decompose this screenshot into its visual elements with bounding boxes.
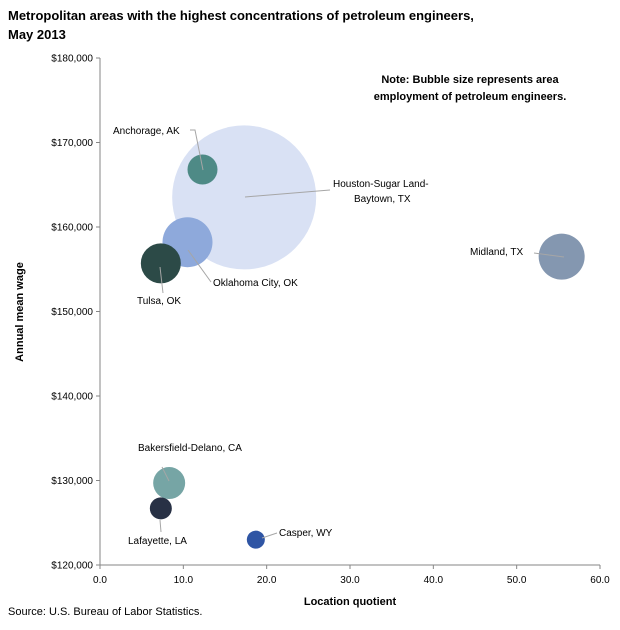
leader-line: [187, 249, 212, 283]
y-tick-label: $140,000: [51, 392, 93, 403]
leader-line: [190, 129, 204, 171]
chart-title-line1: Metropolitan areas with the highest conc…: [8, 8, 474, 23]
x-axis-title: Location quotient: [304, 596, 397, 608]
bubble-label: Houston-Sugar Land-: [333, 179, 429, 190]
x-tick-label: 20.0: [257, 575, 277, 586]
bubble: [246, 530, 265, 549]
source-note: Source: U.S. Bureau of Labor Statistics.: [8, 606, 203, 618]
bubble-label: Lafayette, LA: [128, 536, 187, 547]
axes: $120,000 $130,000 $140,000 $150,000 $160,000…: [51, 54, 610, 587]
leader-line: [159, 266, 164, 294]
x-tick-label: 30.0: [340, 575, 360, 586]
y-tick-label: $180,000: [51, 54, 93, 65]
leader-line: [161, 466, 170, 482]
leader-line: [159, 519, 162, 533]
y-tick-label: $120,000: [51, 561, 93, 572]
bubble-label: Oklahoma City, OK: [213, 278, 298, 289]
y-tick-label: $170,000: [51, 138, 93, 149]
bubble: [149, 497, 172, 520]
note-line1: Note: Bubble size represents area: [381, 74, 559, 86]
x-tick-label: 10.0: [174, 575, 194, 586]
chart-title: Metropolitan areas with the highest conc…: [8, 6, 608, 44]
bubble: [140, 243, 181, 284]
bubble-label: Baytown, TX: [354, 194, 411, 205]
bubble-label: Tulsa, OK: [137, 296, 181, 307]
y-tick-label: $130,000: [51, 476, 93, 487]
note-line2: employment of petroleum engineers.: [374, 91, 567, 103]
y-tick-label: $150,000: [51, 307, 93, 318]
y-tick-label: $160,000: [51, 223, 93, 234]
chart-title-line2: May 2013: [8, 27, 66, 42]
bubble-labels: Houston-Sugar Land- Baytown, TX Anchorage,…: [113, 126, 565, 547]
y-axis-title: Annual mean wage: [14, 262, 26, 362]
x-tick-label: 40.0: [424, 575, 444, 586]
leader-line: [533, 252, 565, 258]
leader-line: [261, 532, 278, 539]
leader-line: [244, 189, 331, 198]
x-tick-label: 0.0: [93, 575, 107, 586]
bubble-label: Casper, WY: [279, 528, 333, 539]
x-tick-label: 60.0: [590, 575, 610, 586]
bubble: [153, 467, 186, 500]
bubble-label: Midland, TX: [470, 247, 524, 258]
bubble-label: Anchorage, AK: [113, 126, 180, 137]
bubble-label: Bakersfield-Delano, CA: [138, 443, 242, 454]
x-tick-label: 50.0: [507, 575, 527, 586]
